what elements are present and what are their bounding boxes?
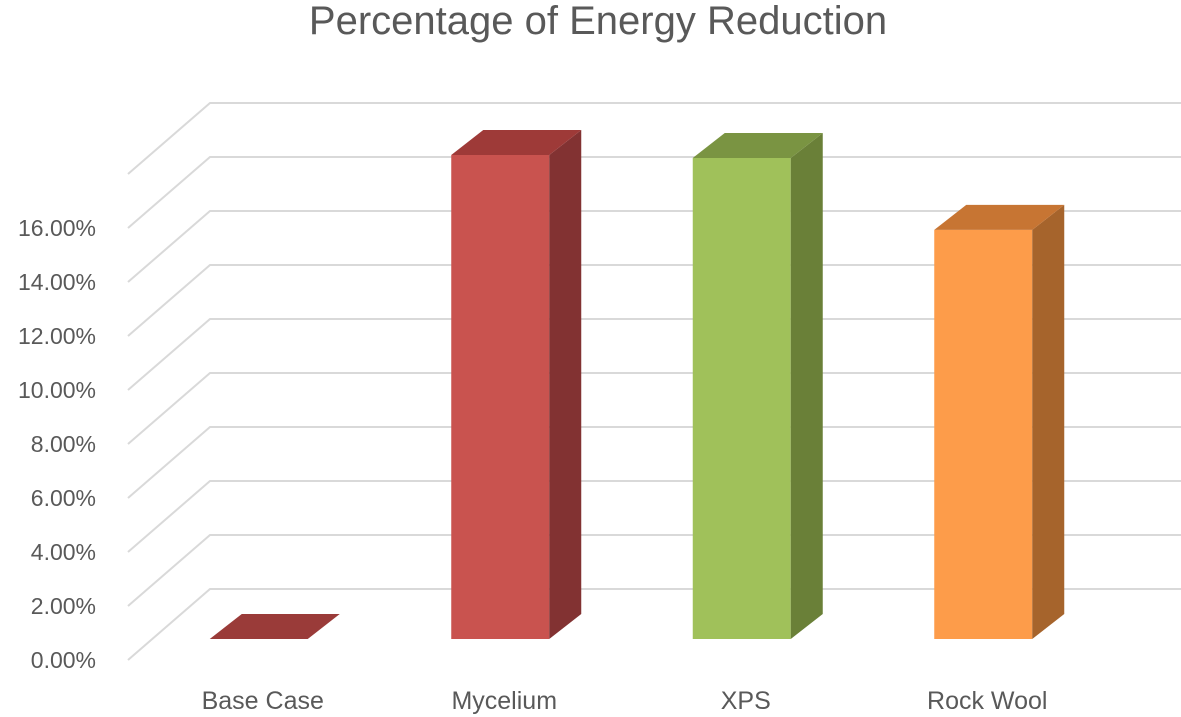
gridline-5 [127,318,1181,391]
x-category-label: Mycelium [451,687,557,715]
bar-side [549,130,582,639]
bar-front [692,158,791,639]
x-category-label: Rock Wool [927,687,1047,715]
y-tick-label: 4.00% [31,539,96,565]
y-tick-label: 6.00% [31,485,96,511]
bar-front [451,155,550,639]
y-tick-label: 2.00% [31,593,96,619]
bar-top [209,614,340,639]
y-tick-label: 0.00% [31,647,96,673]
gridline-0 [127,588,1181,661]
y-tick-label: 8.00% [31,431,96,457]
x-axis-labels: Base Case Mycelium XPS Rock Wool [202,687,1048,715]
gridline-3 [127,426,1181,499]
y-tick-label: 10.00% [18,377,96,403]
bar-front [934,229,1033,639]
bar-xps [692,133,823,639]
y-axis-ticks: 0.00% 2.00% 4.00% 6.00% 8.00% 10.00% 12.00% 14.… [18,215,96,673]
bar-top [934,204,1065,230]
x-category-label: Base Case [202,687,324,715]
bar-side [790,133,823,639]
gridline-7 [127,210,1181,283]
x-category-label: XPS [721,687,771,715]
chart-title: Percentage of Energy Reduction [309,0,887,43]
y-tick-label: 12.00% [18,323,96,349]
y-tick-label: 14.00% [18,269,96,295]
bar-side [1032,204,1065,639]
gridline-4 [127,372,1181,445]
gridline-2 [127,480,1181,553]
gridline-6 [127,264,1181,337]
bar-mycelium [451,130,582,639]
gridline-8 [127,156,1181,229]
bar-rock-wool [934,204,1065,639]
bar-base-case [209,614,340,639]
bars [209,130,1065,639]
gridlines [127,102,1181,661]
gridline-1 [127,534,1181,607]
bar-top [692,133,823,159]
bar-top [451,130,582,155]
gridline-9 [127,102,1181,175]
y-tick-label: 16.00% [18,215,96,241]
